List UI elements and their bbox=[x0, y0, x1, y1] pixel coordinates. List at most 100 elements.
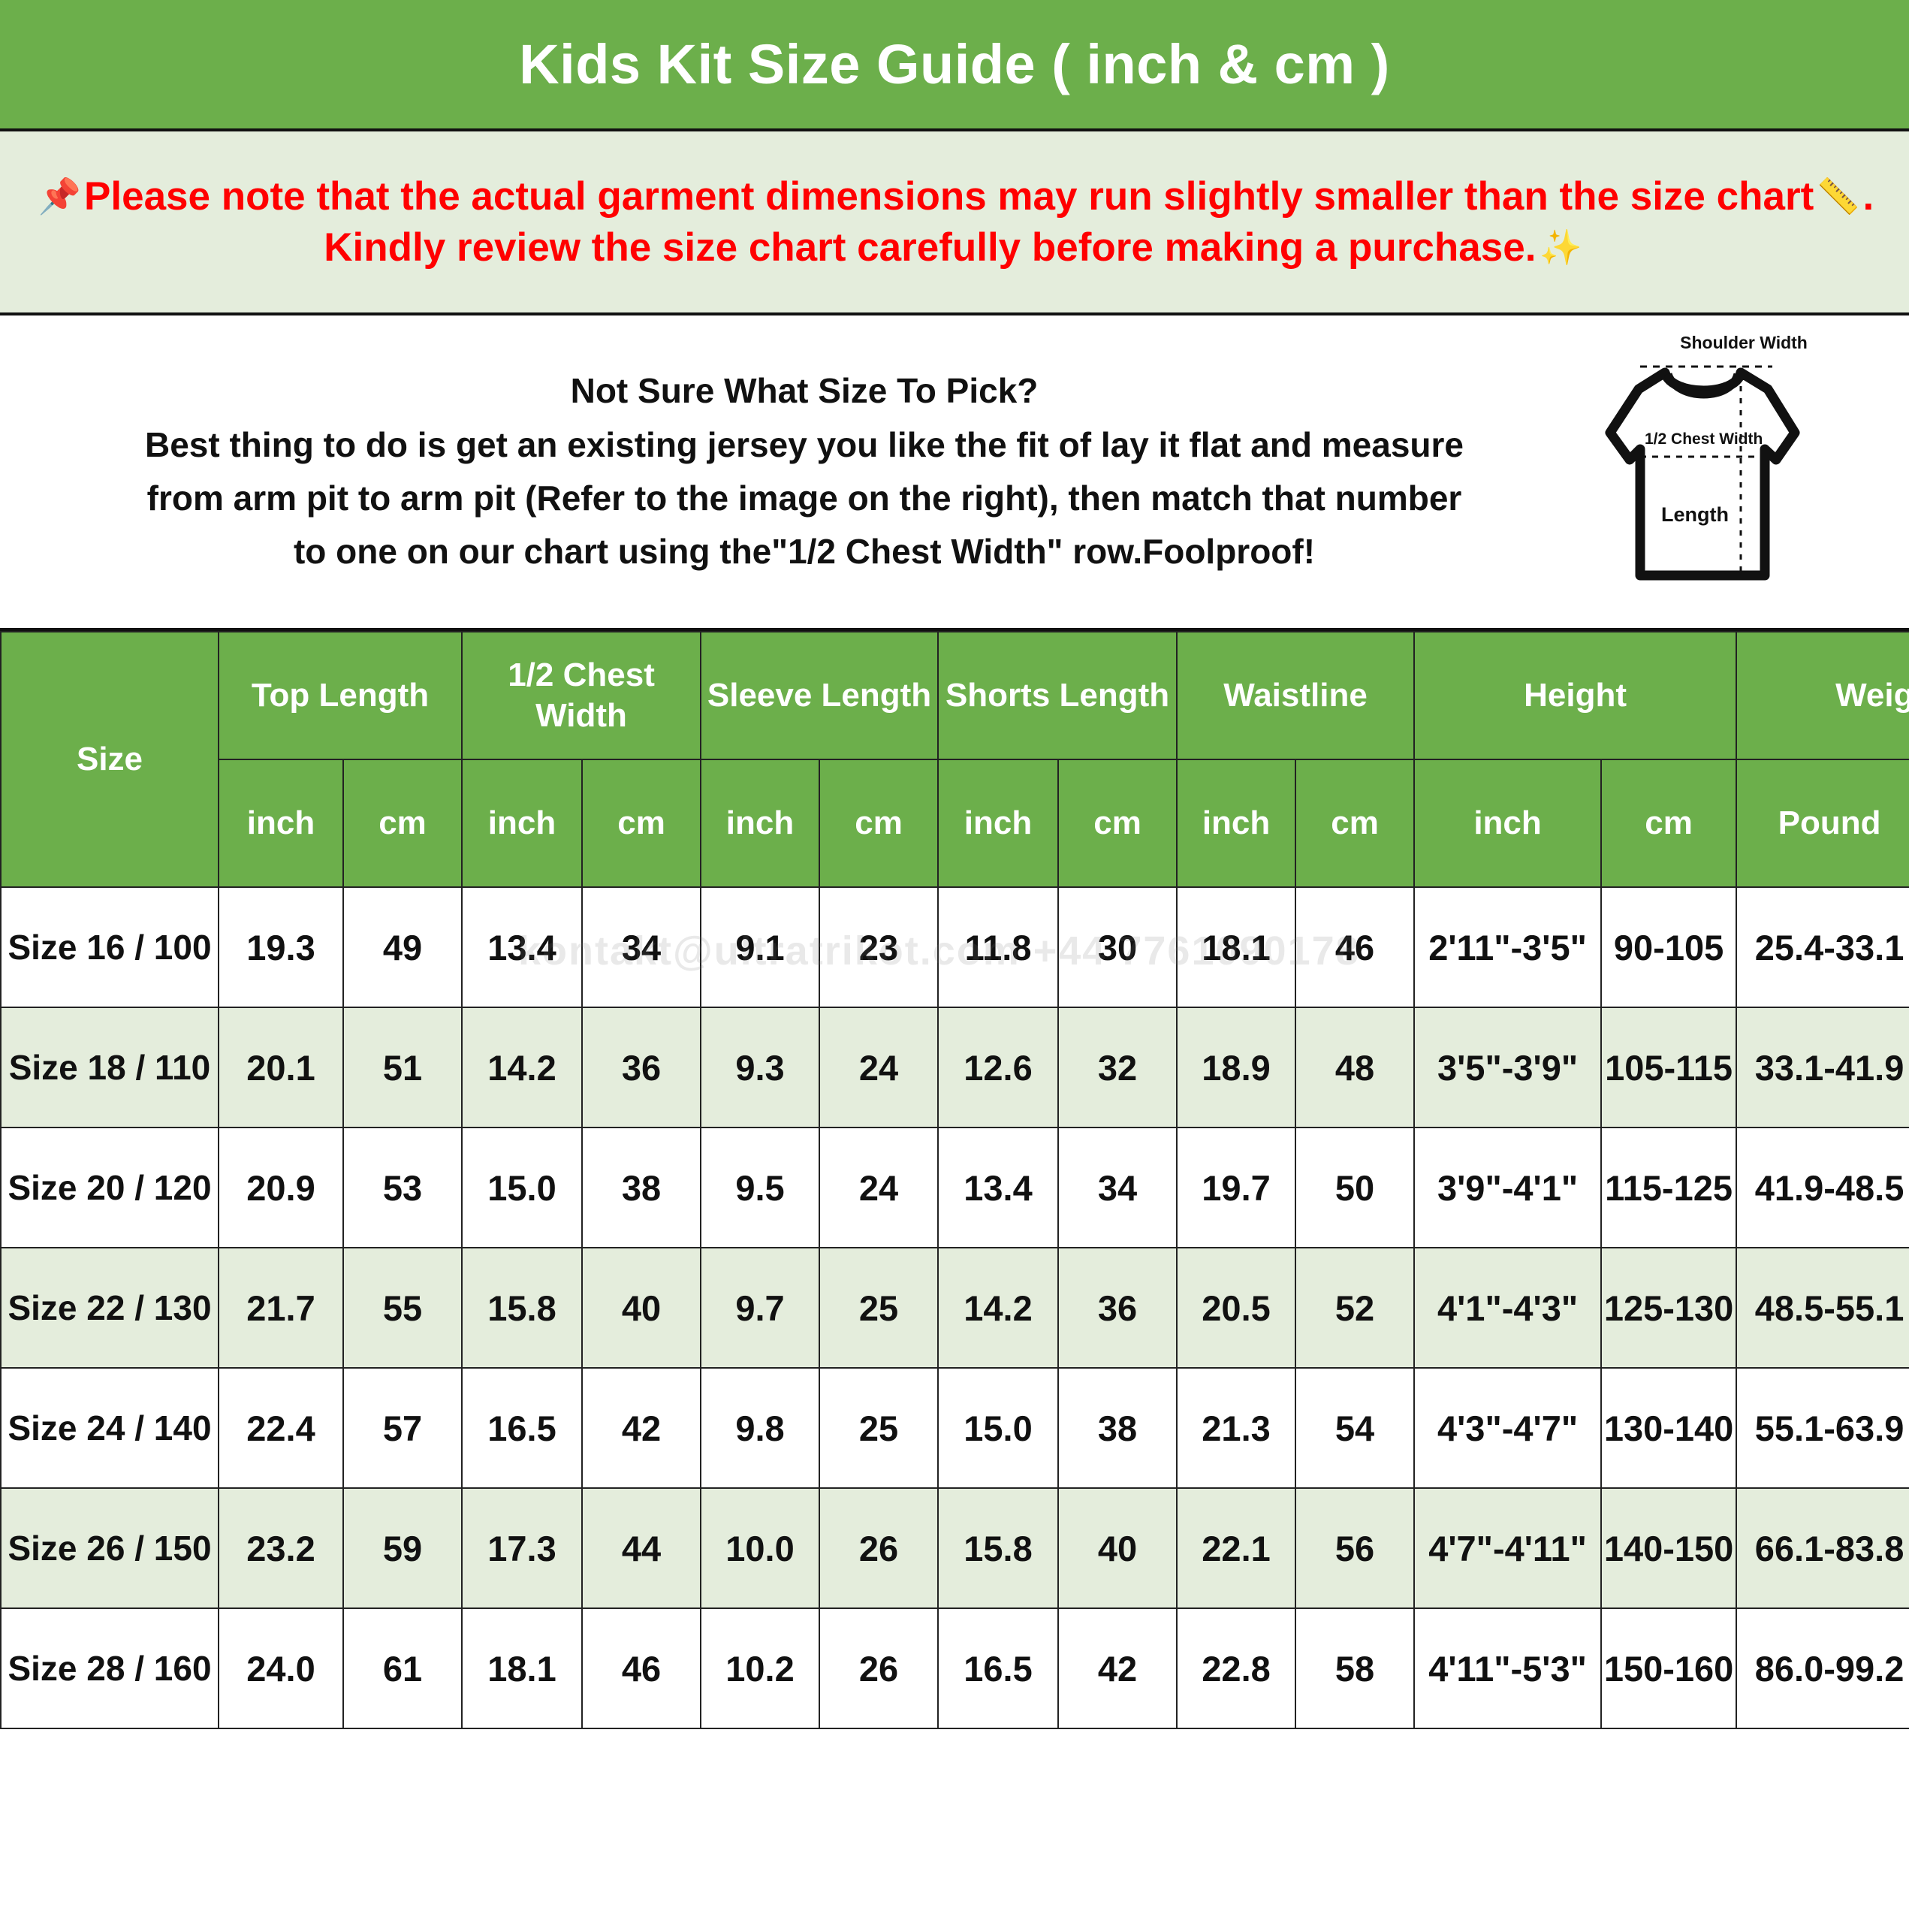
table-cell: 48 bbox=[1295, 1007, 1416, 1128]
table-cell: 40 bbox=[581, 1247, 702, 1369]
table-cell: 2'11"-3'5" bbox=[1413, 886, 1603, 1008]
table-cell: 14.2 bbox=[461, 1007, 584, 1128]
table-cell: 24 bbox=[819, 1007, 939, 1128]
table-cell: 54 bbox=[1295, 1367, 1416, 1489]
table-cell: 34 bbox=[1057, 1127, 1178, 1248]
note-line-1: 📌 Please note that the actual garment di… bbox=[35, 171, 1874, 222]
table-cell: 150-160 bbox=[1600, 1607, 1738, 1729]
page-title: Kids Kit Size Guide ( inch & cm ) bbox=[519, 33, 1390, 95]
help-title: Not Sure What Size To Pick? bbox=[570, 371, 1039, 411]
table-cell: 9.8 bbox=[700, 1367, 821, 1489]
unit-header-12: Pound bbox=[1736, 759, 1909, 888]
table-cell: 34 bbox=[581, 886, 702, 1008]
table-cell: 3'5"-3'9" bbox=[1413, 1007, 1603, 1128]
table-row: Size 20 / 120 20.9 53 15.0 38 9.5 24 13.4 34 19.7… bbox=[0, 1127, 1909, 1248]
table-cell: 49 bbox=[342, 886, 463, 1008]
help-line-2: from arm pit to arm pit (Refer to the im… bbox=[146, 478, 1462, 518]
table-cell: 11.8 bbox=[937, 886, 1060, 1008]
table-cell: 130-140 bbox=[1600, 1367, 1738, 1489]
cell-size: Size 16 / 100 bbox=[0, 886, 219, 1008]
table-cell: 40 bbox=[1057, 1487, 1178, 1609]
tshirt-neck bbox=[1663, 372, 1742, 398]
ruler-icon: 📏 bbox=[1817, 177, 1860, 216]
unit-header-11: cm bbox=[1600, 759, 1738, 888]
size-table: Size Top Length 1/2 Chest Width Sleeve L… bbox=[0, 631, 1909, 1729]
cell-size: Size 28 / 160 bbox=[0, 1607, 219, 1729]
table-cell: 30 bbox=[1057, 886, 1178, 1008]
length-label: Length bbox=[1661, 503, 1729, 526]
table-cell: 86.0-99.2 bbox=[1736, 1607, 1909, 1729]
table-cell: 66.1-83.8 bbox=[1736, 1487, 1909, 1609]
table-cell: 61 bbox=[342, 1607, 463, 1729]
table-cell: 22.1 bbox=[1176, 1487, 1297, 1609]
table-cell: 32 bbox=[1057, 1007, 1178, 1128]
table-cell: 4'1"-4'3" bbox=[1413, 1247, 1603, 1369]
table-cell: 22.8 bbox=[1176, 1607, 1297, 1729]
cell-size: Size 26 / 150 bbox=[0, 1487, 219, 1609]
table-cell: 9.7 bbox=[700, 1247, 821, 1369]
table-cell: 16.5 bbox=[461, 1367, 584, 1489]
table-cell: 42 bbox=[1057, 1607, 1178, 1729]
group-header-top-length: Top Length bbox=[217, 631, 463, 760]
table-cell: 59 bbox=[342, 1487, 463, 1609]
table-cell: 20.5 bbox=[1176, 1247, 1297, 1369]
table-cell: 22.4 bbox=[218, 1367, 344, 1489]
table-cell: 50 bbox=[1295, 1127, 1416, 1248]
unit-header-3: cm bbox=[581, 759, 702, 888]
table-cell: 12.6 bbox=[937, 1007, 1060, 1128]
group-header-waistline: Waistline bbox=[1176, 631, 1416, 760]
table-cell: 17.3 bbox=[461, 1487, 584, 1609]
table-cell: 125-130 bbox=[1600, 1247, 1738, 1369]
table-cell: 4'11"-5'3" bbox=[1413, 1607, 1603, 1729]
table-cell: 14.2 bbox=[937, 1247, 1060, 1369]
table-cell: 16.5 bbox=[937, 1607, 1060, 1729]
unit-header-2: inch bbox=[461, 759, 584, 888]
table-cell: 21.3 bbox=[1176, 1367, 1297, 1489]
table-cell: 36 bbox=[1057, 1247, 1178, 1369]
group-header-weight: Weight bbox=[1736, 631, 1909, 760]
table-cell: 4'7"-4'11" bbox=[1413, 1487, 1603, 1609]
unit-header-5: cm bbox=[819, 759, 939, 888]
size-table-zone: Size Top Length 1/2 Chest Width Sleeve L… bbox=[0, 631, 1909, 1729]
table-cell: 57 bbox=[342, 1367, 463, 1489]
group-header-shorts-length: Shorts Length bbox=[937, 631, 1178, 760]
title-bar: Kids Kit Size Guide ( inch & cm ) bbox=[0, 0, 1909, 131]
table-cell: 140-150 bbox=[1600, 1487, 1738, 1609]
table-cell: 19.7 bbox=[1176, 1127, 1297, 1248]
table-cell: 23 bbox=[819, 886, 939, 1008]
cell-size: Size 22 / 130 bbox=[0, 1247, 219, 1369]
note-line-1-text: Please note that the actual garment dime… bbox=[84, 174, 1814, 219]
cell-size: Size 20 / 120 bbox=[0, 1127, 219, 1248]
note-line-1-tail: . bbox=[1862, 174, 1874, 219]
group-header-height: Height bbox=[1413, 631, 1738, 760]
sparkles-icon: ✨ bbox=[1539, 227, 1582, 267]
unit-header-10: inch bbox=[1413, 759, 1603, 888]
table-cell: 21.7 bbox=[218, 1247, 344, 1369]
table-cell: 115-125 bbox=[1600, 1127, 1738, 1248]
group-header-sleeve-length: Sleeve Length bbox=[700, 631, 939, 760]
table-cell: 24.0 bbox=[218, 1607, 344, 1729]
table-cell: 38 bbox=[1057, 1367, 1178, 1489]
help-line-3: to one on our chart using the"1/2 Chest … bbox=[293, 532, 1316, 572]
note-band: 📌 Please note that the actual garment di… bbox=[0, 131, 1909, 315]
table-cell: 18.1 bbox=[461, 1607, 584, 1729]
unit-header-9: cm bbox=[1295, 759, 1416, 888]
table-cell: 46 bbox=[581, 1607, 702, 1729]
unit-header-6: inch bbox=[937, 759, 1060, 888]
unit-header-8: inch bbox=[1176, 759, 1297, 888]
table-row: Size 28 / 160 24.0 61 18.1 46 10.2 26 16.5 42 22.… bbox=[0, 1607, 1909, 1729]
table-cell: 18.9 bbox=[1176, 1007, 1297, 1128]
table-cell: 90-105 bbox=[1600, 886, 1738, 1008]
chest-width-label: 1/2 Chest Width bbox=[1645, 430, 1763, 448]
table-row: Size 18 / 110 20.1 51 14.2 36 9.3 24 12.6 32 18.9… bbox=[0, 1007, 1909, 1128]
tshirt-diagram: Shoulder Width 1/2 Chest Width Length bbox=[1594, 321, 1909, 622]
table-cell: 20.9 bbox=[218, 1127, 344, 1248]
cell-size: Size 24 / 140 bbox=[0, 1367, 219, 1489]
table-cell: 15.8 bbox=[937, 1487, 1060, 1609]
size-table-head: Size Top Length 1/2 Chest Width Sleeve L… bbox=[0, 631, 1909, 888]
table-cell: 13.4 bbox=[937, 1127, 1060, 1248]
table-cell: 46 bbox=[1295, 886, 1416, 1008]
table-cell: 13.4 bbox=[461, 886, 584, 1008]
table-cell: 9.5 bbox=[700, 1127, 821, 1248]
